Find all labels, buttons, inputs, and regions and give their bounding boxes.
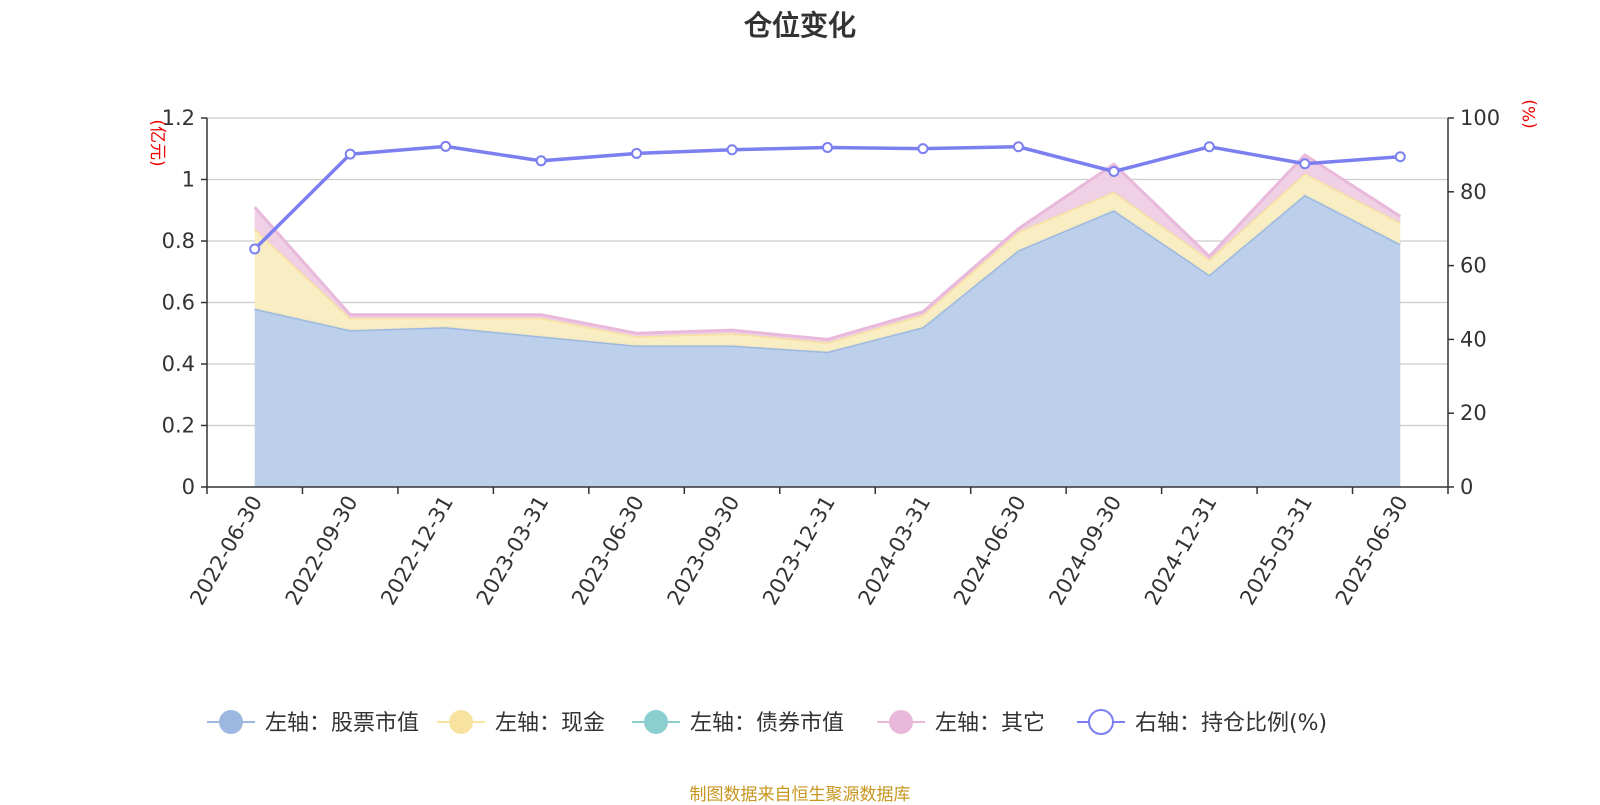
line-右轴：持仓比例(%): [253, 144, 1401, 251]
x-tick-label: 2025-03-31: [1235, 492, 1317, 610]
legend-label: 左轴：股票市值: [265, 711, 419, 736]
left-axis-unit: (亿元): [147, 119, 167, 166]
legend-label: 右轴：持仓比例(%): [1135, 711, 1327, 736]
x-tick-label: 2024-06-30: [949, 492, 1031, 610]
stacked-areas: [253, 152, 1402, 487]
left-tick-label: 0.6: [162, 291, 195, 315]
area-左轴：股票市值: [254, 194, 1401, 487]
x-tick-label: 2023-12-31: [758, 492, 840, 610]
line-point: [822, 142, 833, 154]
chart-title: 仓位变化: [743, 9, 856, 42]
line-point: [1203, 141, 1215, 153]
line-point: [917, 143, 929, 155]
legend-item: 左轴：债券市值: [632, 710, 844, 736]
x-tick-label: 2023-09-30: [663, 492, 745, 610]
legend-label: 左轴：现金: [495, 711, 605, 736]
left-tick-label: 1: [182, 168, 195, 192]
legend-marker: [219, 710, 243, 734]
line-point: [440, 140, 452, 152]
legend-item: 右轴：持仓比例(%): [1077, 709, 1327, 736]
legend-label: 左轴：其它: [935, 711, 1045, 736]
legend-label: 左轴：债券市值: [690, 711, 844, 736]
x-tick-label: 2025-06-30: [1331, 492, 1413, 610]
legend-marker: [449, 710, 473, 734]
legend-item: 左轴：股票市值: [207, 710, 419, 736]
right-tick-label: 80: [1460, 180, 1487, 204]
left-tick-label: 0.4: [162, 352, 195, 376]
holding-ratio-line: [249, 140, 1406, 255]
left-tick-label: 0.2: [162, 414, 195, 438]
line-point: [535, 155, 547, 167]
line-point: [249, 243, 261, 255]
source-note: 制图数据来自恒生聚源数据库: [689, 785, 911, 805]
legend-marker: [889, 710, 913, 734]
legend: 左轴：股票市值 左轴：现金 左轴：债券市值 左轴：其它 右轴：持仓比例(%): [207, 709, 1327, 736]
line-point: [1108, 166, 1120, 178]
legend-item: 左轴：其它: [877, 710, 1045, 736]
line-point: [344, 148, 356, 160]
right-axis-unit: (%): [1520, 99, 1540, 128]
legend-marker: [644, 710, 668, 734]
x-tick-label: 2022-06-30: [185, 492, 267, 610]
legend-marker: [1088, 709, 1114, 735]
x-tick-label: 2024-09-30: [1044, 492, 1126, 610]
area-edge-左轴：其它: [253, 152, 1402, 341]
right-tick-label: 20: [1460, 401, 1487, 425]
right-tick-label: 100: [1460, 106, 1500, 130]
left-tick-label: 1.2: [162, 106, 195, 130]
line-point: [726, 144, 738, 156]
line-point: [1394, 151, 1406, 163]
right-tick-label: 0: [1460, 475, 1473, 499]
x-tick-label: 2022-12-31: [376, 492, 458, 610]
legend-item: 左轴：现金: [437, 710, 605, 736]
line-point: [631, 147, 643, 159]
right-tick-label: 60: [1460, 254, 1487, 278]
left-tick-label: 0.8: [162, 229, 195, 253]
line-point: [1012, 141, 1024, 153]
x-tick-label: 2024-03-31: [853, 492, 935, 610]
left-tick-label: 0: [182, 475, 195, 499]
x-tick-label: 2024-12-31: [1140, 492, 1222, 610]
x-tick-label: 2023-06-30: [567, 492, 649, 610]
x-tick-label: 2022-09-30: [281, 492, 363, 610]
line-point: [1299, 158, 1311, 170]
right-tick-label: 40: [1460, 327, 1487, 351]
x-tick-label: 2023-03-31: [472, 492, 554, 610]
